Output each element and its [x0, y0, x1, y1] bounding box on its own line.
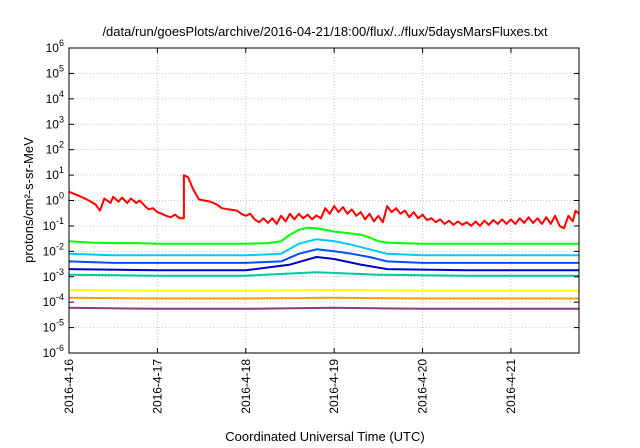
series-line: [68, 271, 579, 277]
x-tick-label: 2016-4-19: [327, 359, 341, 414]
y-tick-label: 10-2: [43, 241, 64, 258]
y-tick-label: 10-1: [43, 216, 64, 233]
series-line: [68, 256, 579, 272]
x-axis-label: Coordinated Universal Time (UTC): [225, 429, 424, 444]
x-axis: 2016-4-16 2016-4-17 2016-4-18 2016-4-19 2016…: [62, 48, 518, 414]
series-line: [68, 238, 579, 257]
y-tick-label: 105: [46, 63, 64, 80]
series-line: [68, 248, 579, 264]
y-tick-label: 103: [46, 114, 64, 131]
y-axis-label: protons/cm²-s-sr-MeV: [21, 137, 36, 263]
x-tick-label: 2016-4-17: [150, 359, 164, 414]
series-line: [68, 226, 579, 245]
chart-title: /data/run/goesPlots/archive/2016-04-21/1…: [102, 24, 548, 39]
y-axis: 10-6 10-5 10-4 10-3 10-2 10-1 100 101 102 103 104 1…: [43, 38, 579, 360]
x-tick-label: 2016-4-21: [504, 359, 518, 414]
x-tick-label: 2016-4-16: [62, 359, 76, 414]
series-layer: [68, 174, 580, 310]
series-line: [68, 296, 579, 300]
grid: [69, 48, 579, 353]
y-tick-label: 10-4: [43, 292, 64, 309]
y-tick-label: 104: [46, 89, 64, 106]
x-tick-label: 2016-4-20: [416, 359, 430, 414]
series-line: [68, 289, 579, 292]
y-tick-label: 100: [46, 191, 64, 208]
series-line: [68, 174, 580, 230]
series-line: [68, 306, 579, 310]
y-tick-label: 10-6: [43, 343, 64, 360]
y-tick-label: 106: [46, 38, 64, 55]
y-tick-label: 10-3: [43, 267, 64, 284]
y-tick-label: 102: [46, 140, 64, 157]
y-tick-label: 101: [46, 165, 64, 182]
y-tick-label: 10-5: [43, 318, 64, 335]
x-tick-label: 2016-4-18: [239, 359, 253, 414]
